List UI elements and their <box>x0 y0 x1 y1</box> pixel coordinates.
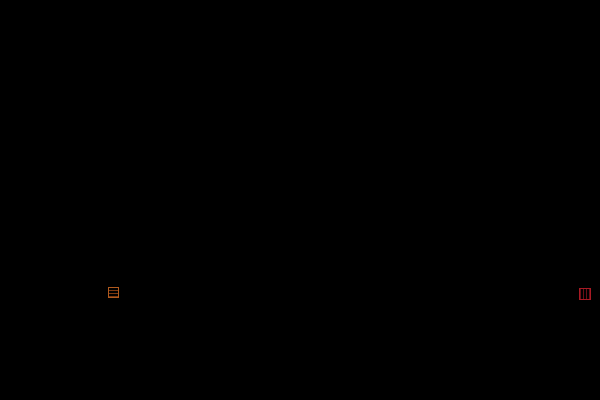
watermark-stamp-icon <box>579 288 591 300</box>
watermark-stamp-icon <box>108 287 119 298</box>
